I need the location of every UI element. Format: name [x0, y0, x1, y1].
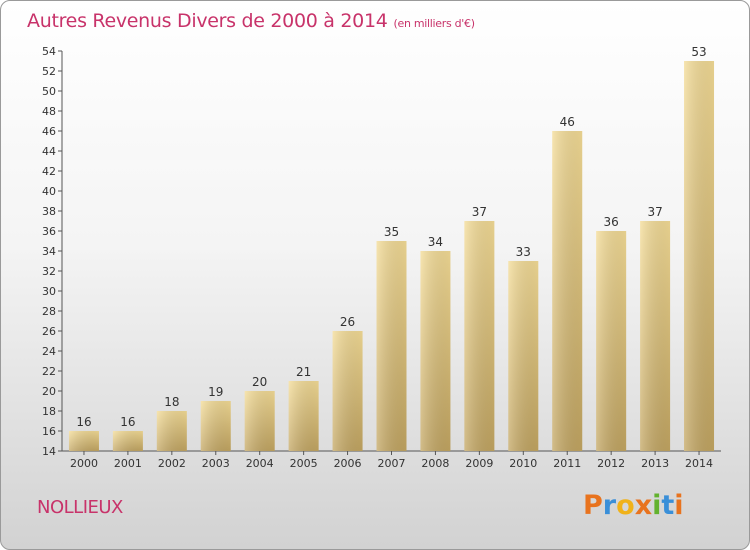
chart-bars	[68, 61, 715, 451]
value-label-2003: 19	[208, 385, 223, 399]
y-tick-label: 20	[42, 385, 56, 398]
logo-letter: x	[634, 490, 653, 521]
bar-shade-2004	[244, 391, 275, 451]
y-tick-label: 54	[42, 45, 56, 58]
bar-shade-2008	[420, 251, 451, 451]
y-tick-label: 30	[42, 285, 56, 298]
value-label-2000: 16	[76, 415, 91, 429]
x-tick-label-2001: 2001	[114, 457, 142, 470]
chart-title: Autres Revenus Divers de 2000 à 2014 (en …	[27, 10, 475, 32]
bar-shade-2003	[200, 401, 231, 451]
x-tick-label-2006: 2006	[334, 457, 362, 470]
y-tick-label: 22	[42, 365, 56, 378]
x-tick-label-2011: 2011	[553, 457, 581, 470]
bar-shade-2000	[68, 431, 99, 451]
x-tick-label-2014: 2014	[685, 457, 713, 470]
bar-shade-2002	[156, 411, 187, 451]
value-label-2001: 16	[120, 415, 135, 429]
x-tick-label-2003: 2003	[202, 457, 230, 470]
x-tick-label-2010: 2010	[509, 457, 537, 470]
y-tick-label: 48	[42, 105, 56, 118]
value-label-2012: 36	[604, 215, 619, 229]
bar-shade-2007	[376, 241, 407, 451]
commune-name: NOLLIEUX	[37, 497, 123, 518]
value-label-2011: 46	[560, 115, 575, 129]
x-tick-label-2008: 2008	[421, 457, 449, 470]
x-tick-label-2012: 2012	[597, 457, 625, 470]
x-tick-label-2005: 2005	[290, 457, 318, 470]
bar-shade-2014	[684, 61, 715, 451]
logo-letter: P	[583, 490, 603, 521]
chart-unit: (en milliers d'€)	[393, 17, 475, 30]
x-tick-label-2000: 2000	[70, 457, 98, 470]
y-tick-label: 14	[42, 445, 56, 458]
logo-letter: i	[674, 490, 684, 521]
y-tick-label: 46	[42, 125, 56, 138]
logo-letter: t	[661, 490, 675, 521]
y-tick-label: 32	[42, 265, 56, 278]
y-tick-label: 42	[42, 165, 56, 178]
value-label-2008: 34	[428, 235, 443, 249]
y-tick-label: 24	[42, 345, 56, 358]
y-tick-label: 26	[42, 325, 56, 338]
value-label-2009: 37	[472, 205, 487, 219]
y-tick-label: 52	[42, 65, 56, 78]
x-tick-label-2004: 2004	[246, 457, 274, 470]
bar-shade-2012	[596, 231, 627, 451]
bar-shade-2001	[112, 431, 143, 451]
x-tick-label-2013: 2013	[641, 457, 669, 470]
x-tick-label-2007: 2007	[378, 457, 406, 470]
y-tick-label: 34	[42, 245, 56, 258]
x-tick-label-2009: 2009	[465, 457, 493, 470]
bar-shade-2010	[508, 261, 539, 451]
y-tick-label: 36	[42, 225, 56, 238]
logo-letter: o	[616, 490, 635, 521]
bar-shade-2005	[288, 381, 319, 451]
y-tick-label: 40	[42, 185, 56, 198]
value-label-2006: 26	[340, 315, 355, 329]
bar-shade-2009	[464, 221, 495, 451]
value-label-2013: 37	[647, 205, 662, 219]
proxiti-logo: Proxiti	[583, 490, 684, 521]
bar-shade-2006	[332, 331, 363, 451]
chart-title-text: Autres Revenus Divers de 2000 à 2014	[27, 10, 388, 32]
y-tick-label: 18	[42, 405, 56, 418]
logo-letter: r	[602, 490, 617, 521]
bar-shade-2011	[552, 131, 583, 451]
logo-letter: i	[652, 490, 662, 521]
y-tick-label: 16	[42, 425, 56, 438]
value-label-2010: 33	[516, 245, 531, 259]
y-tick-label: 38	[42, 205, 56, 218]
x-tick-label-2002: 2002	[158, 457, 186, 470]
value-label-2002: 18	[164, 395, 179, 409]
bar-shade-2013	[640, 221, 671, 451]
chart-value-labels: 16 16 18 19 20 21 26 35 34 37 33 46 36 37 53	[76, 45, 706, 429]
y-tick-label: 28	[42, 305, 56, 318]
value-label-2005: 21	[296, 365, 311, 379]
value-label-2004: 20	[252, 375, 267, 389]
value-label-2007: 35	[384, 225, 399, 239]
y-tick-label: 50	[42, 85, 56, 98]
y-tick-label: 44	[42, 145, 56, 158]
value-label-2014: 53	[691, 45, 706, 59]
